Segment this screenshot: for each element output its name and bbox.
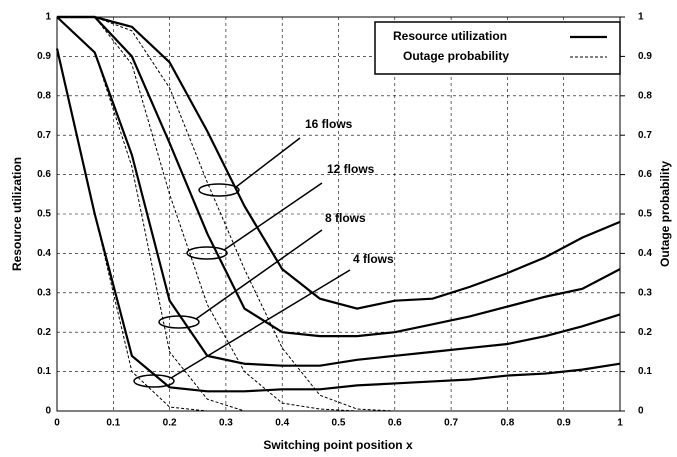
annotation-leader — [235, 137, 301, 188]
y2-tick-label: 0.6 — [638, 169, 652, 180]
y2-tick-label: 0.5 — [638, 209, 652, 220]
x-axis-label: Switching point position x — [263, 438, 413, 452]
annotation-label: 16 flows — [305, 117, 353, 131]
y-tick-label: 0.9 — [37, 51, 51, 62]
x-tick-label: 0.4 — [275, 418, 289, 429]
y2-tick-label: 0.3 — [638, 287, 652, 298]
x-tick-label: 0.2 — [163, 418, 177, 429]
x-tick-label: 0.6 — [388, 418, 402, 429]
data-line — [56, 16, 621, 367]
x-tick-label: 0.1 — [106, 418, 120, 429]
annotation-ellipse — [158, 315, 200, 329]
y2-tick-label: 0.8 — [638, 90, 652, 101]
data-line — [55, 48, 621, 393]
x-tick-label: 0.8 — [500, 418, 514, 429]
annotation-leader — [223, 182, 323, 251]
y-tick-label: 0.4 — [37, 248, 51, 259]
legend-label: Outage probability — [403, 49, 509, 63]
annotation-ellipse — [198, 183, 240, 197]
y2-tick-label: 0.2 — [638, 327, 652, 338]
legend-label: Resource utilization — [393, 29, 507, 43]
x-tick-label: 0.7 — [444, 418, 458, 429]
y-tick-label: 0 — [45, 406, 51, 417]
annotation-leader — [170, 269, 351, 379]
y-axis-label: Resource utilization — [10, 157, 24, 271]
y2-tick-label: 0.9 — [638, 51, 652, 62]
y-tick-label: 0.7 — [37, 130, 51, 141]
data-line — [57, 15, 621, 338]
annotation-label: 4 flows — [353, 252, 394, 266]
y2-tick-label: 1 — [638, 12, 644, 23]
y2-tick-label: 0.1 — [638, 366, 652, 377]
y-tick-label: 1 — [45, 12, 51, 23]
x-tick-label: 0.3 — [219, 418, 233, 429]
y-tick-label: 0.2 — [37, 327, 51, 338]
annotation-label: 8 flows — [325, 211, 366, 225]
y-tick-label: 0.8 — [37, 90, 51, 101]
x-tick-label: 0.5 — [332, 418, 346, 429]
x-tick-label: 0.9 — [557, 418, 571, 429]
data-line — [57, 15, 621, 310]
y2-tick-label: 0.7 — [638, 130, 652, 141]
y2-axis-label: Outage probability — [658, 161, 672, 267]
y2-tick-label: 0 — [638, 406, 644, 417]
annotation-ellipse — [186, 246, 228, 260]
y-tick-label: 0.5 — [37, 209, 51, 220]
legend-box — [374, 21, 621, 75]
y-tick-label: 0.3 — [37, 287, 51, 298]
y-tick-label: 0.1 — [37, 366, 51, 377]
annotation-leader — [195, 229, 323, 320]
annotation-label: 12 flows — [327, 162, 375, 176]
x-tick-label: 0 — [54, 418, 60, 429]
x-tick-label: 1 — [617, 418, 623, 429]
y2-tick-label: 0.4 — [638, 248, 652, 259]
data-line — [57, 16, 620, 412]
data-line — [57, 16, 620, 412]
y-tick-label: 0.6 — [37, 169, 51, 180]
annotation-ellipse — [133, 374, 175, 388]
